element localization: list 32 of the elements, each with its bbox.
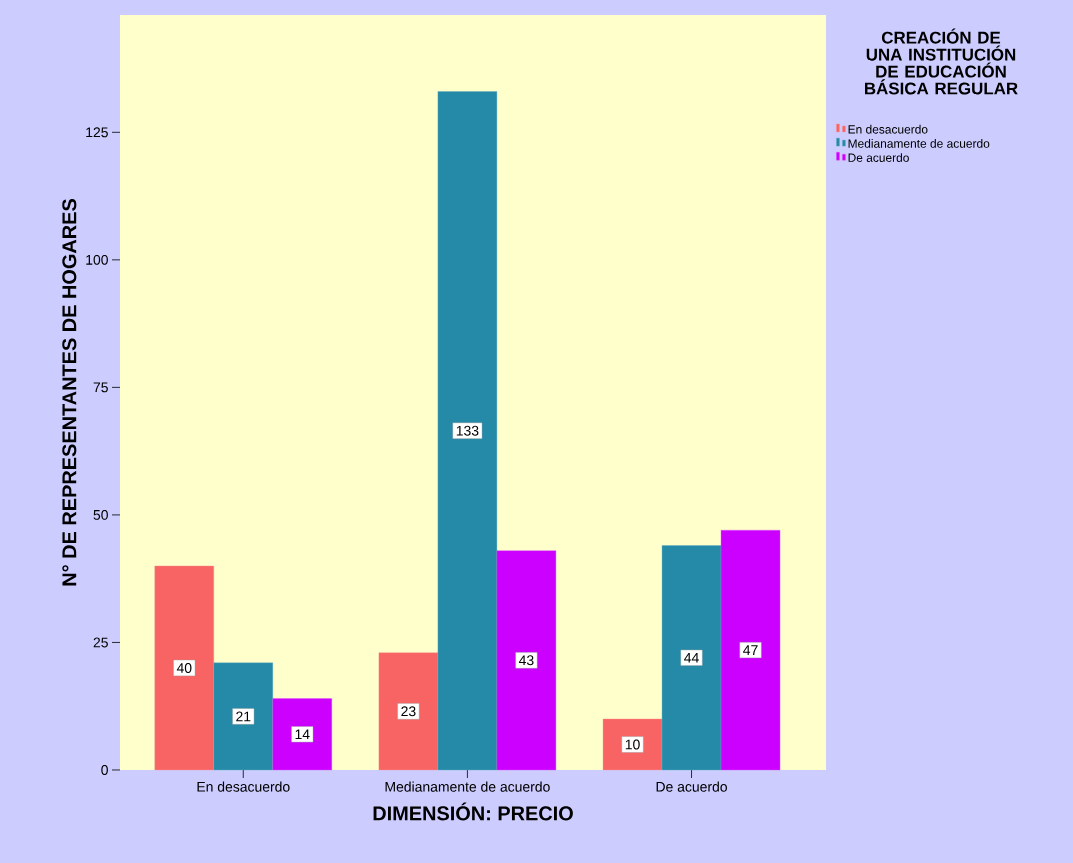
y-tick-label: 125 <box>86 127 108 138</box>
bar <box>496 550 557 771</box>
legend-label: En desacuerdo <box>848 124 928 134</box>
data-label: 44 <box>684 652 699 663</box>
x-axis-title: DIMENSIÓN: PRECIO <box>373 802 573 821</box>
data-label: 23 <box>401 706 416 717</box>
data-label: 14 <box>295 729 310 740</box>
legend-label: De acuerdo <box>848 153 909 162</box>
bar <box>154 565 214 771</box>
data-label: 21 <box>236 711 251 722</box>
y-tick-label: 0 <box>101 765 108 775</box>
y-tick-label: 25 <box>93 637 108 648</box>
bar <box>437 91 498 771</box>
x-tick-label: De acuerdo <box>656 781 727 792</box>
data-label: 43 <box>518 655 534 666</box>
data-label: 40 <box>176 663 192 673</box>
x-tick-label: Medianamente de acuerdo <box>385 781 550 792</box>
y-tick-label: 75 <box>93 382 108 393</box>
legend-label: Medianamente de acuerdo <box>848 139 990 148</box>
bar <box>661 545 722 771</box>
y-tick-label: 50 <box>93 509 108 520</box>
data-label: 47 <box>743 645 758 655</box>
legend-title: CREACIÓN DE UNA INSTITUCIÓN DE EDUCACIÓN BÁSICA REGULAR <box>864 28 1018 95</box>
data-label: 133 <box>456 425 479 436</box>
data-label: 10 <box>625 739 640 750</box>
bar <box>213 662 273 771</box>
y-axis-title: N° DE REPRESENTANTES DE HOGARES <box>62 199 77 586</box>
x-tick-label: En desacuerdo <box>197 781 290 792</box>
bar <box>272 698 332 771</box>
bar <box>378 652 439 771</box>
y-tick-label: 100 <box>86 254 108 265</box>
bar <box>720 530 781 771</box>
